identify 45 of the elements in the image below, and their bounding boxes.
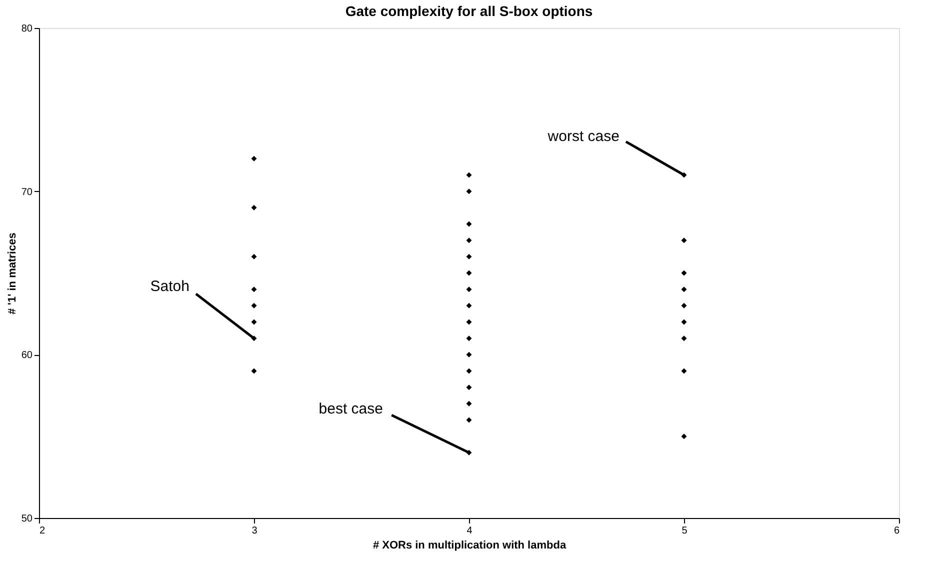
- point: [251, 368, 257, 374]
- point: [466, 368, 472, 374]
- point: [681, 270, 687, 276]
- point: [681, 302, 687, 308]
- y-axis-title: # '1' in matrices: [6, 232, 18, 314]
- point: [466, 221, 472, 227]
- point: [466, 286, 472, 292]
- x-tick-label: 5: [682, 526, 688, 536]
- point: [466, 188, 472, 194]
- y-tick-label: 80: [21, 24, 33, 34]
- x-axis-title: # XORs in multiplication with lambda: [372, 540, 567, 552]
- annotation: Satoh: [150, 278, 190, 296]
- annotation: worst case: [546, 128, 620, 145]
- point: [251, 156, 257, 162]
- point: [466, 270, 472, 276]
- point: [466, 417, 472, 423]
- point: [466, 172, 472, 178]
- y-tick-label: 70: [21, 186, 33, 198]
- point: [681, 286, 687, 292]
- point: [466, 384, 472, 390]
- x-tick-label: 2: [40, 526, 46, 536]
- x-tick-label: 3: [252, 526, 258, 536]
- point: [466, 319, 472, 325]
- chart-title: Gate complexity for all S-box options: [345, 3, 593, 19]
- point: [251, 319, 257, 325]
- point: [466, 302, 472, 308]
- point: [251, 302, 257, 308]
- point: [251, 204, 257, 210]
- point: [681, 319, 687, 325]
- point: [466, 400, 472, 406]
- point: [466, 238, 472, 244]
- point: [251, 254, 257, 260]
- x-tick-label: 6: [894, 526, 900, 536]
- x-tick-label: 4: [466, 526, 473, 536]
- point: [466, 352, 472, 358]
- annotation: best case: [318, 400, 383, 418]
- point: [681, 368, 687, 374]
- point: [681, 434, 687, 440]
- point: [681, 238, 687, 244]
- point: [251, 286, 257, 292]
- y-tick-label: 60: [21, 350, 33, 362]
- point: [466, 254, 472, 260]
- y-tick-label: 50: [21, 514, 33, 524]
- point: [466, 336, 472, 342]
- point: [681, 336, 687, 342]
